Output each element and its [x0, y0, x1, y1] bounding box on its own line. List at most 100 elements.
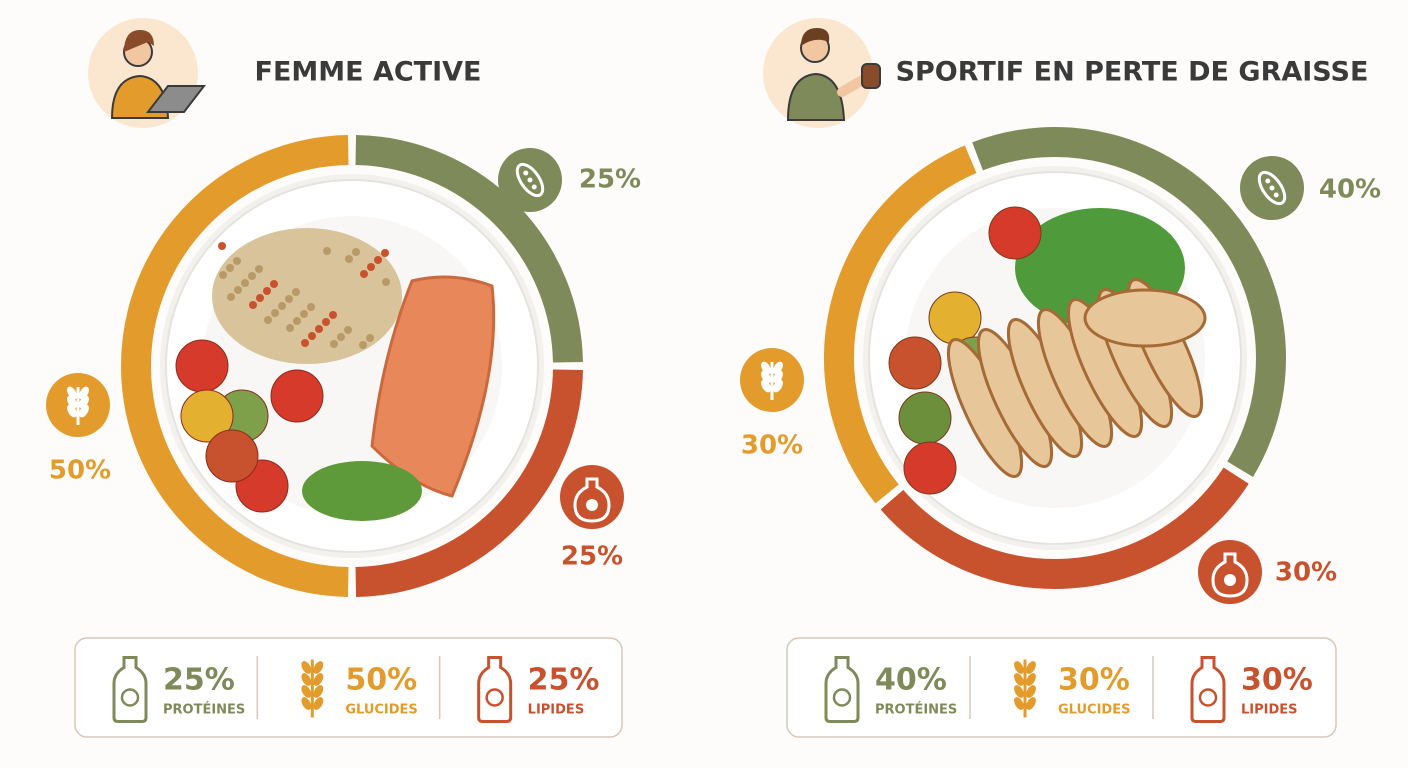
icon-glyph [1211, 552, 1249, 598]
icon-glyph [773, 379, 783, 393]
legend-icon [301, 685, 312, 698]
quinoa-grain [271, 309, 279, 317]
value-label: 50% [49, 456, 111, 486]
quinoa-grain [264, 316, 272, 324]
legend-icon [301, 661, 312, 674]
quinoa-grain [300, 310, 308, 318]
quinoa-grain [367, 263, 375, 271]
quinoa-grain [249, 301, 257, 309]
vegetable [898, 391, 952, 445]
icon-glyph [531, 184, 537, 190]
legend-name: PROTÉINES [163, 702, 245, 718]
legend-box [74, 637, 623, 738]
value-label: 40% [1319, 175, 1381, 205]
quinoa-grain [219, 271, 227, 279]
icon-glyph [586, 499, 598, 511]
quinoa-grain [330, 340, 338, 348]
legend-icon [832, 688, 852, 707]
legend-value: 30% [1241, 663, 1313, 698]
vegetable [888, 336, 942, 390]
donut-segment [355, 135, 583, 363]
vegetable [903, 441, 957, 495]
quinoa-grain [286, 324, 294, 332]
quinoa-grain [234, 286, 242, 294]
icon-glyph [1224, 574, 1236, 586]
vegetable [175, 339, 229, 393]
quinoa-grain [292, 288, 300, 296]
legend-box [786, 637, 1337, 738]
salad [302, 461, 422, 521]
quinoa-grain [263, 287, 271, 295]
legend-icon [301, 697, 312, 710]
value-label: 30% [741, 431, 803, 461]
icon-glyph [1265, 178, 1271, 184]
icon-glyph [79, 404, 89, 418]
vegetable [270, 369, 324, 423]
legend-icon [1026, 673, 1036, 686]
legend-name: LIPIDES [1241, 703, 1298, 718]
quinoa-grain [218, 242, 226, 250]
quinoa-grain [233, 257, 241, 265]
quinoa-grain [329, 311, 337, 319]
icon-glyph [1257, 170, 1287, 206]
legend-icon [824, 656, 860, 723]
legend-icon [1014, 697, 1024, 710]
quinoa-grain [381, 249, 389, 257]
donut-segment [121, 135, 349, 597]
quinoa-grain [374, 256, 382, 264]
legend-value: 50% [345, 663, 417, 698]
legend-name: GLUCIDES [345, 703, 417, 718]
legend-icon [301, 673, 312, 686]
chart-title: FEMME ACTIVE [255, 57, 482, 88]
icon-glyph [1273, 192, 1279, 198]
vegetable [205, 429, 259, 483]
legend-icon [313, 673, 324, 686]
category-icon [740, 348, 804, 412]
quinoa [212, 228, 402, 364]
icon-glyph [761, 379, 771, 393]
donut-segment [880, 467, 1249, 589]
donut-segment [355, 369, 583, 597]
legend-value: 40% [875, 663, 947, 698]
legend-icon [120, 688, 140, 707]
vegetable [988, 206, 1042, 260]
legend-icon [1014, 685, 1024, 698]
legend-icon [1190, 656, 1226, 723]
value-label: 30% [1275, 558, 1337, 588]
quinoa-grain [248, 272, 256, 280]
legend-icon [477, 656, 513, 723]
quinoa-grain [322, 318, 330, 326]
legend-icon [313, 661, 324, 674]
legend-name: LIPIDES [528, 703, 585, 718]
legend-icon [1014, 661, 1024, 674]
avatar-woman [88, 18, 207, 128]
quinoa-grain [285, 295, 293, 303]
legend-value: 25% [163, 663, 235, 698]
quinoa-grain [226, 264, 234, 272]
legend-icon [313, 697, 324, 710]
quinoa-grain [241, 279, 249, 287]
icon-badge [1198, 540, 1262, 604]
legend-value: 25% [528, 663, 600, 698]
legend-icon [1026, 661, 1036, 674]
vegetable [180, 389, 234, 443]
icon-glyph [527, 177, 533, 183]
legend-icon [112, 656, 148, 723]
quinoa-grain [278, 302, 286, 310]
quinoa-grain [308, 332, 316, 340]
category-icon [1240, 156, 1304, 220]
legend-icon [1014, 673, 1024, 686]
legend-icon [1026, 685, 1036, 698]
legend-name: GLUCIDES [1058, 703, 1130, 718]
quinoa-grain [255, 265, 263, 273]
quinoa-grain [345, 255, 353, 263]
quinoa-grain [359, 341, 367, 349]
quinoa-grain [301, 339, 309, 347]
legend-value: 30% [1058, 663, 1130, 698]
quinoa-grain [360, 270, 368, 278]
legend-icon [1198, 688, 1218, 707]
quinoa-grain [323, 247, 331, 255]
quinoa-grain [315, 325, 323, 333]
legend-icon [313, 685, 324, 698]
